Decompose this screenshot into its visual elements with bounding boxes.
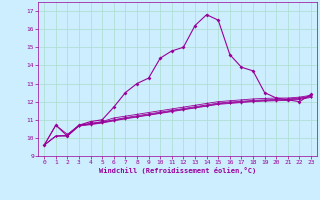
X-axis label: Windchill (Refroidissement éolien,°C): Windchill (Refroidissement éolien,°C) bbox=[99, 167, 256, 174]
